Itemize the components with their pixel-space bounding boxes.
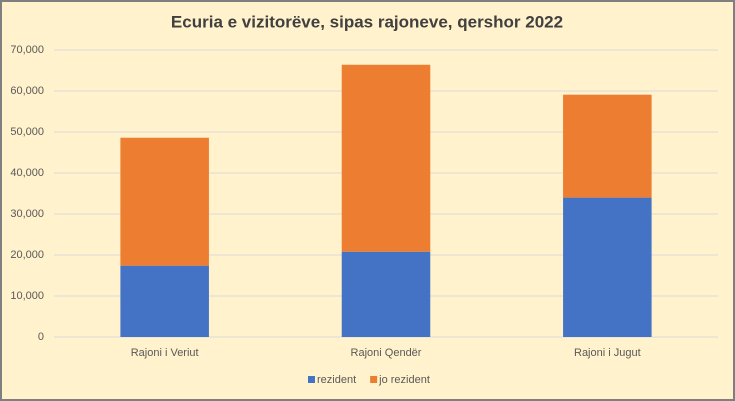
chart-title: Ecuria e vizitorëve, sipas rajoneve, qer… bbox=[171, 12, 563, 31]
y-tick-label: 70,000 bbox=[10, 44, 44, 56]
x-tick-label: Rajoni Qendër bbox=[351, 347, 422, 359]
y-tick-label: 40,000 bbox=[10, 167, 44, 179]
y-tick-label: 10,000 bbox=[10, 290, 44, 302]
bar-segment bbox=[563, 197, 652, 337]
bar-segment bbox=[563, 94, 652, 198]
legend-swatch bbox=[370, 376, 378, 383]
bar-segment bbox=[341, 251, 431, 337]
y-tick-label: 30,000 bbox=[10, 208, 44, 220]
legend-label: jo rezident bbox=[378, 374, 430, 386]
y-tick-label: 20,000 bbox=[10, 249, 44, 261]
y-tick-label: 50,000 bbox=[10, 126, 44, 138]
x-tick-label: Rajoni i Jugut bbox=[574, 347, 641, 359]
bar-segment bbox=[120, 137, 209, 266]
y-tick-label: 0 bbox=[38, 331, 44, 343]
legend-swatch bbox=[308, 376, 315, 383]
bar-segment bbox=[120, 265, 209, 337]
y-tick-label: 60,000 bbox=[10, 85, 44, 97]
legend-label: rezident bbox=[317, 374, 356, 386]
bar-segment bbox=[341, 64, 431, 252]
x-tick-label: Rajoni i Veriut bbox=[131, 347, 199, 359]
